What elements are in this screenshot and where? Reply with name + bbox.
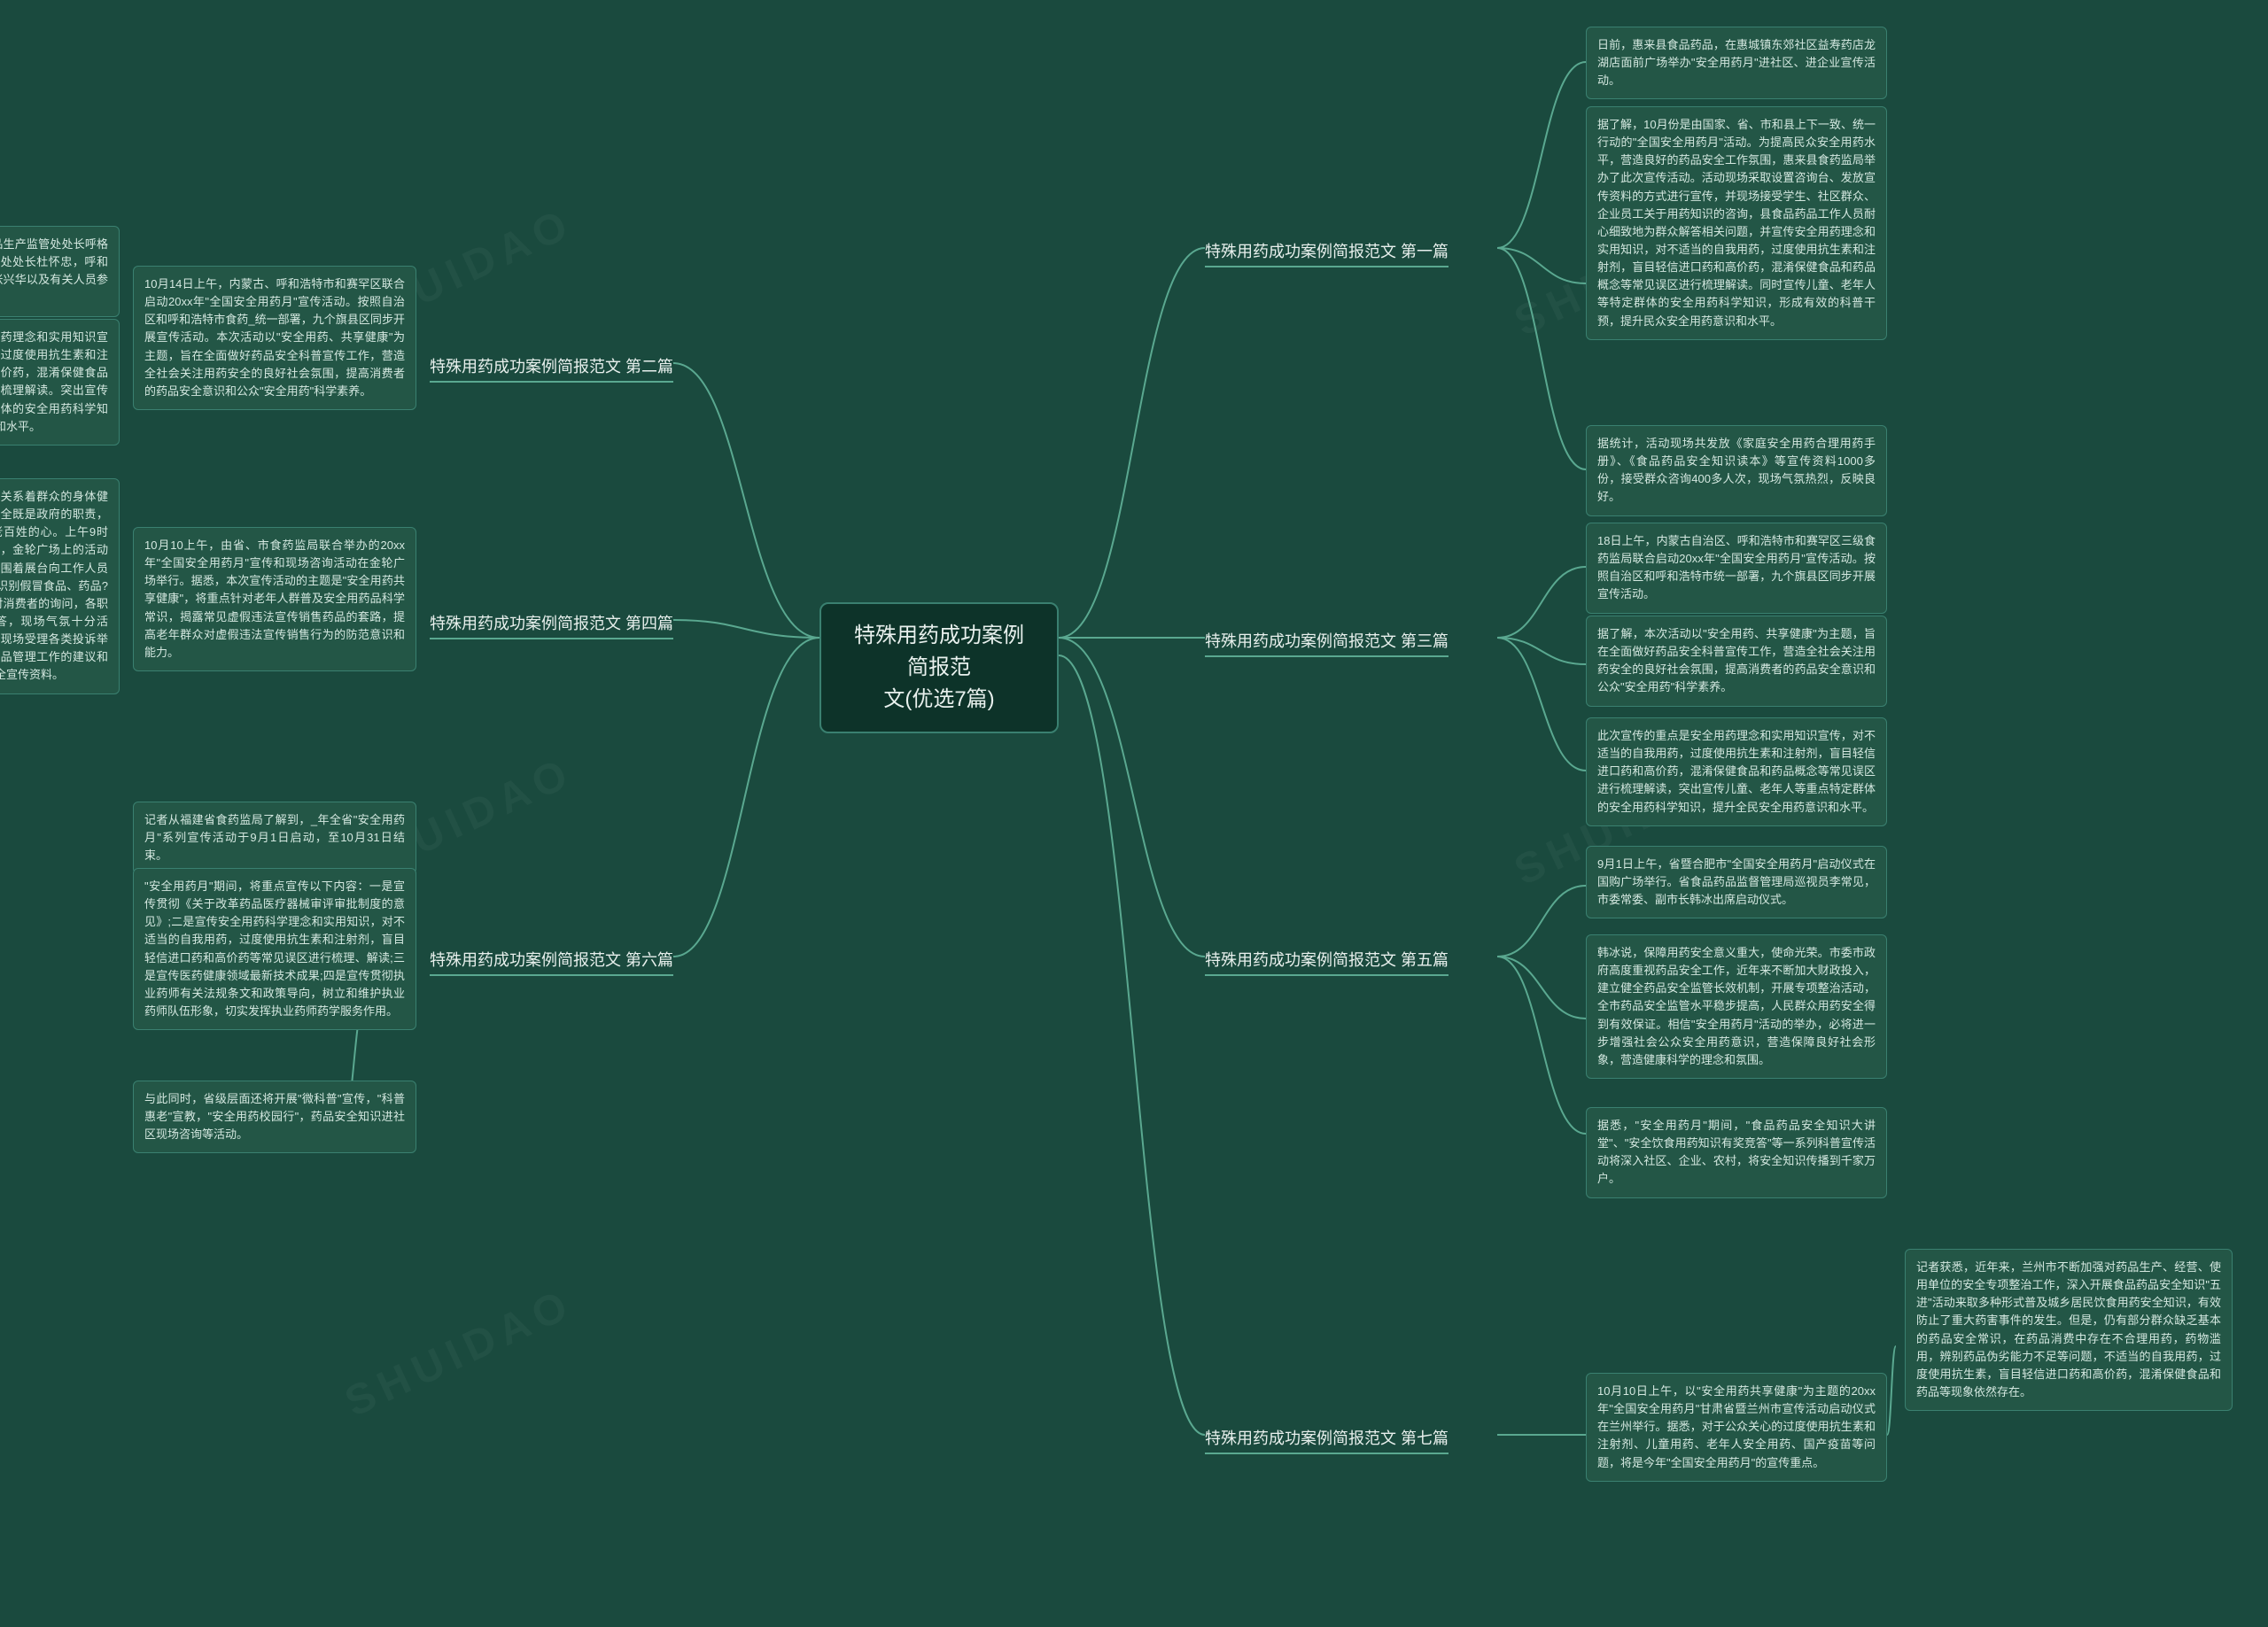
content-box: 据统计，活动现场共发放《家庭安全用药合理用药手册》、《食品药品安全知识读本》等宣…	[1586, 425, 1887, 516]
section-label-l6: 特殊用药成功案例简报范文 第六篇	[430, 948, 673, 976]
section-label-l2: 特殊用药成功案例简报范文 第二篇	[430, 354, 673, 383]
content-box: 记者从福建省食药监局了解到，_年全省"安全用药月"系列宣传活动于9月1日启动，至…	[133, 802, 416, 874]
content-box: 10月14日上午，内蒙古、呼和浩特市和赛罕区联合启动20xx年"全国安全用药月"…	[133, 266, 416, 410]
content-box: 与此同时，省级层面还将开展"微科普"宣传，"科普惠老"宣教，"安全用药校园行"，…	[133, 1081, 416, 1153]
center-title: 特殊用药成功案例简报范文(优选7篇)	[854, 624, 1024, 711]
content-box: 18日上午，内蒙古自治区、呼和浩特市和赛罕区三级食药监局联合启动20xx年"全国…	[1586, 523, 1887, 614]
content-box: "安全用药月"期间，将重点宣传以下内容：一是宣传贯彻《关于改革药品医疗器械审评审…	[133, 868, 416, 1030]
content-box: 据了解，10月份是由国家、省、市和县上下一致、统一行动的"全国安全用药月"活动。…	[1586, 106, 1887, 340]
content-box: 据悉，"安全用药月"期间，"食品药品安全知识大讲堂"、"安全饮食用药知识有奖竞答…	[1586, 1107, 1887, 1198]
content-box: 10月10上午，由省、市食药监局联合举办的20xx年"全国安全用药月"宣传和现场…	[133, 527, 416, 671]
center-node: 特殊用药成功案例简报范文(优选7篇)	[819, 602, 1059, 733]
content-box: 自治区食品药品_药品化妆品生产监管处处长呼格吉胡，新闻宣传与应急管理处处长杜怀忠…	[0, 226, 120, 317]
content-box: 10月10日上午，以"安全用药共享健康"为主题的20xx年"全国安全用药月"甘肃…	[1586, 1373, 1887, 1482]
section-label-r3: 特殊用药成功案例简报范文 第三篇	[1205, 629, 1449, 657]
content-box: 此次宣传的重点是：安全用药理念和实用知识宣传，对不适当的自我用药，过度使用抗生素…	[0, 319, 120, 445]
section-label-r5: 特殊用药成功案例简报范文 第五篇	[1205, 948, 1449, 976]
content-box: 此次宣传的重点是安全用药理念和实用知识宣传，对不适当的自我用药，过度使用抗生素和…	[1586, 717, 1887, 826]
content-box: 记者获悉，近年来，兰州市不断加强对药品生产、经营、使用单位的安全专项整治工作，深…	[1905, 1249, 2233, 1411]
content-box: 9月1日上午，省暨合肥市"全国安全用药月"启动仪式在国购广场举行。省食品药品监督…	[1586, 846, 1887, 918]
content-box: 日前，惠来县食品药品，在惠城镇东郊社区益寿药店龙湖店面前广场举办"安全用药月"进…	[1586, 27, 1887, 99]
section-label-r1: 特殊用药成功案例简报范文 第一篇	[1205, 239, 1449, 267]
section-label-l4: 特殊用药成功案例简报范文 第四篇	[430, 611, 673, 639]
section-label-r7: 特殊用药成功案例简报范文 第七篇	[1205, 1426, 1449, 1454]
content-box: 据了解，本次活动以"安全用药、共享健康"为主题，旨在全面做好药品安全科普宣传工作…	[1586, 616, 1887, 707]
content-box: 韩冰说，保障用药安全意义重大，使命光荣。市委市政府高度重视药品安全工作，近年来不…	[1586, 934, 1887, 1079]
content-box: 食品、药品是特殊的商品，关系着群众的身体健康和生命安全，饮食用药安全既是政府的职…	[0, 478, 120, 694]
watermark: SHUIDAO	[338, 1279, 581, 1427]
